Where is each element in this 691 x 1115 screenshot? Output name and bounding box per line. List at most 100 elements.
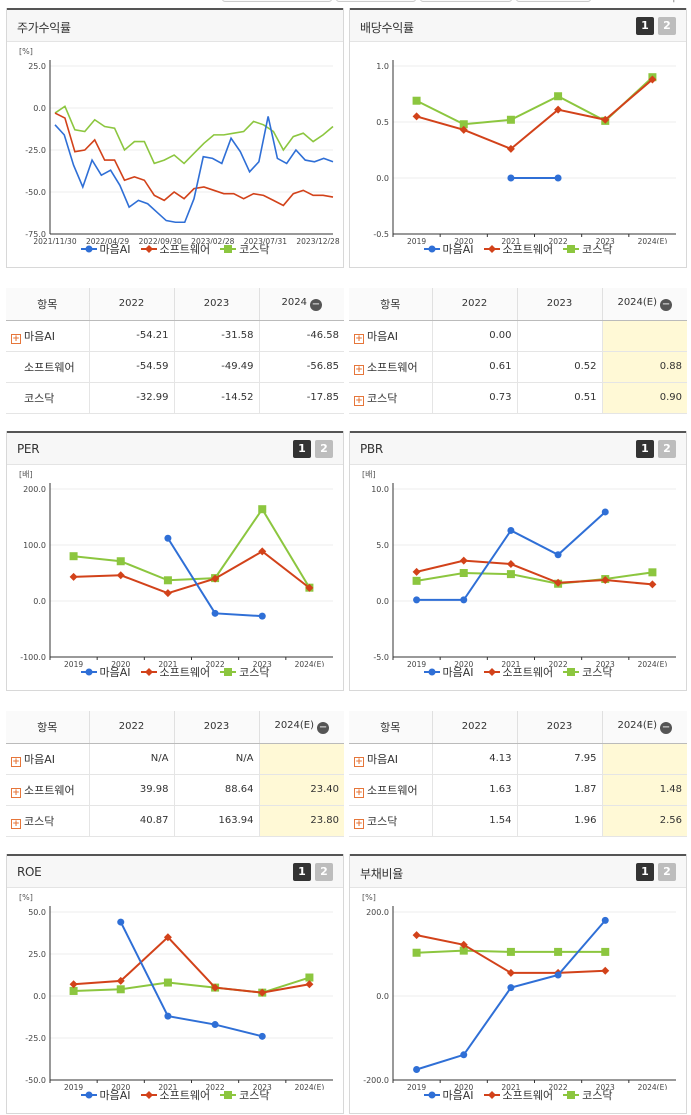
table-cell: -54.59 xyxy=(89,351,175,383)
column-header: 2024(E) − xyxy=(602,711,687,744)
expand-icon[interactable]: + xyxy=(11,787,21,798)
expand-icon[interactable]: + xyxy=(354,333,364,344)
data-point xyxy=(648,568,657,577)
series-markers xyxy=(117,918,266,1040)
top-button-4[interactable] xyxy=(516,0,591,2)
y-tick-label: 50.0 xyxy=(28,908,46,917)
chart-tab-1[interactable]: 1 xyxy=(636,17,654,35)
data-point xyxy=(554,578,563,587)
chart-tab-2[interactable]: 2 xyxy=(658,863,676,881)
table-cell: 1.48 xyxy=(602,774,687,806)
expand-icon[interactable]: + xyxy=(354,787,364,798)
series-line xyxy=(73,935,310,994)
series-line xyxy=(54,105,334,165)
collapse-icon[interactable]: − xyxy=(660,721,673,734)
chart-tab-1[interactable]: 1 xyxy=(293,440,311,458)
legend-item[interactable]: 코스닥 xyxy=(220,1087,270,1103)
y-unit-label: [배] xyxy=(362,470,376,479)
data-point xyxy=(163,589,172,598)
table-cell: 0.51 xyxy=(517,382,603,414)
data-point xyxy=(554,947,563,956)
top-button-1[interactable] xyxy=(222,0,332,2)
data-point xyxy=(258,988,267,997)
expand-icon[interactable]: + xyxy=(11,756,21,767)
table-cell: -31.58 xyxy=(174,320,260,352)
data-point xyxy=(412,931,421,940)
row-label: + 소프트웨어 xyxy=(349,774,433,806)
column-header: 2022 xyxy=(89,288,175,321)
expand-icon[interactable]: + xyxy=(11,818,21,829)
legend-item[interactable]: 소프트웨어 xyxy=(483,1087,553,1103)
x-tick-label: 2022 xyxy=(549,1083,568,1090)
chart-tab-2[interactable]: 2 xyxy=(315,440,333,458)
legend-item[interactable]: 코스닥 xyxy=(563,664,613,680)
per-panel: PER 1 2 [배] 200.0 100.0 0.0 -100.0 2019 2020 2021… xyxy=(6,431,344,691)
legend-label: 소프트웨어 xyxy=(159,243,211,256)
data-point xyxy=(224,668,233,676)
row-label-text: 마음AI xyxy=(367,752,399,766)
row-label: + 마음AI xyxy=(6,743,90,775)
series-markers xyxy=(164,534,266,620)
table-row: 소프트웨어 -54.59 -49.49 -56.85 xyxy=(6,351,344,383)
y-tick-label: 0.0 xyxy=(376,174,389,183)
column-header-label: 항목 xyxy=(380,297,401,311)
legend-marker-icon xyxy=(220,245,237,253)
legend-item[interactable]: 마음AI xyxy=(423,1087,474,1103)
x-tick-label: 2021 xyxy=(158,1083,177,1090)
data-point xyxy=(601,966,610,975)
x-tick-label: 2019 xyxy=(407,1083,426,1090)
chart-tab-2[interactable]: 2 xyxy=(658,440,676,458)
column-header: 2023 xyxy=(517,711,603,744)
table-cell: N/A xyxy=(89,743,175,775)
expand-icon[interactable]: + xyxy=(354,756,364,767)
data-point xyxy=(258,505,267,514)
table-header-row: 항목 2022 2023 2024(E) − xyxy=(349,288,687,321)
table-cell: 0.73 xyxy=(432,382,518,414)
expand-icon[interactable]: + xyxy=(354,818,364,829)
chart-tab-1[interactable]: 1 xyxy=(636,863,654,881)
chart-tab-1[interactable]: 1 xyxy=(293,863,311,881)
chart-tab-2[interactable]: 2 xyxy=(658,17,676,35)
expand-icon[interactable]: + xyxy=(11,333,21,344)
legend-label: 마음AI xyxy=(442,1089,474,1102)
legend-item[interactable]: 마음AI xyxy=(423,241,474,257)
legend-item[interactable]: 코스닥 xyxy=(220,664,270,680)
legend-item[interactable]: 소프트웨어 xyxy=(140,241,211,257)
collapse-icon[interactable]: − xyxy=(317,721,330,734)
top-button-3[interactable] xyxy=(420,0,512,2)
x-tick-label: 2020 xyxy=(454,237,473,244)
expand-icon[interactable]: + xyxy=(354,395,364,406)
top-button-2[interactable] xyxy=(336,0,416,2)
table-header-row: 항목 2022 2023 2024− xyxy=(6,288,344,321)
legend-label: 소프트웨어 xyxy=(502,666,554,679)
table-cell: 40.87 xyxy=(89,805,175,837)
legend-marker-icon xyxy=(483,1091,500,1099)
series-line xyxy=(73,507,311,589)
data-point xyxy=(117,918,125,926)
y-tick-label: 5.0 xyxy=(376,541,389,550)
table-cell: 0.61 xyxy=(432,351,518,383)
table-cell: 4.13 xyxy=(432,743,518,775)
expand-icon[interactable]: + xyxy=(354,364,364,375)
legend-item[interactable]: 코스닥 xyxy=(220,241,270,257)
legend-item[interactable]: 코스닥 xyxy=(563,241,613,257)
y-tick-label: -5.0 xyxy=(373,653,389,662)
collapse-icon[interactable]: − xyxy=(309,298,322,311)
data-point xyxy=(459,125,468,134)
legend-item[interactable]: 소프트웨어 xyxy=(483,664,554,680)
series-markers xyxy=(412,946,610,957)
x-tick-label: 2024(E) xyxy=(295,660,325,667)
collapse-icon[interactable]: − xyxy=(660,298,673,311)
x-tick-label: 2020 xyxy=(454,660,473,667)
legend-item[interactable]: 마음AI xyxy=(80,241,131,257)
legend-item[interactable]: 소프트웨어 xyxy=(483,241,553,257)
legend-item[interactable]: 소프트웨어 xyxy=(140,1087,210,1103)
legend-item[interactable]: 마음AI xyxy=(80,1087,131,1103)
legend-item[interactable]: 마음AI xyxy=(423,664,474,680)
legend-item[interactable]: 코스닥 xyxy=(563,1087,613,1103)
x-tick-label: 2023 xyxy=(596,1083,615,1090)
legend-item[interactable]: 소프트웨어 xyxy=(140,664,210,680)
chart-tab-1[interactable]: 1 xyxy=(636,440,654,458)
chart-tab-2[interactable]: 2 xyxy=(315,863,333,881)
legend-item[interactable]: 마음AI xyxy=(80,664,131,680)
